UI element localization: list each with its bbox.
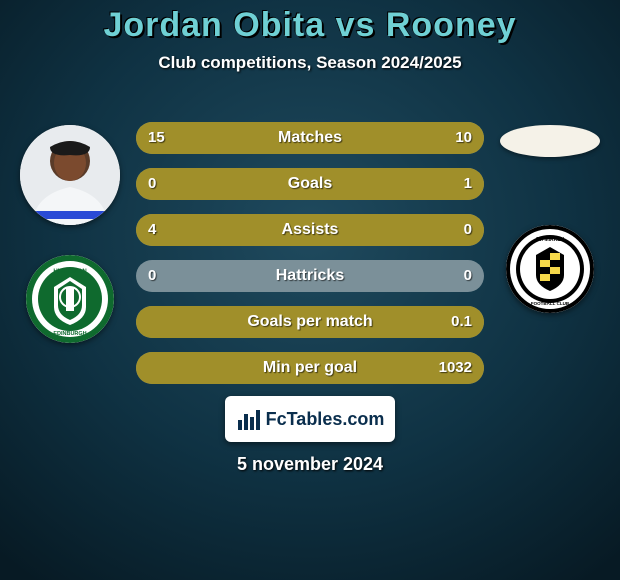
brand-text: FcTables.com: [266, 409, 385, 430]
stat-label: Matches: [278, 129, 342, 147]
stat-row: 1032 Min per goal: [136, 352, 484, 384]
stat-label: Min per goal: [263, 359, 357, 377]
fctables-logo[interactable]: FcTables.com: [225, 396, 395, 442]
date-text: 5 november 2024: [0, 454, 620, 475]
st-mirren-crest-icon: ST. MIRREN FOOTBALL CLUB: [506, 225, 594, 313]
stat-right-value: 10: [455, 122, 472, 154]
svg-text:EDINBURGH: EDINBURGH: [53, 331, 86, 337]
stat-left-value: 15: [148, 122, 165, 154]
stat-right-value: 1: [464, 168, 472, 200]
subtitle: Club competitions, Season 2024/2025: [0, 53, 620, 73]
stat-label: Hattricks: [276, 267, 344, 285]
svg-text:ST. MIRREN: ST. MIRREN: [536, 237, 565, 243]
stat-right-value: 0: [464, 260, 472, 292]
stat-label: Goals per match: [247, 313, 372, 331]
left-club-badge: HIBERNIAN EDINBURGH: [26, 255, 114, 343]
stat-label: Assists: [282, 221, 339, 239]
stat-right-value: 1032: [439, 352, 472, 384]
avatar-icon: [20, 125, 120, 225]
chart-icon: [236, 406, 262, 432]
hibernian-crest-icon: HIBERNIAN EDINBURGH: [26, 255, 114, 343]
right-club-badge: ST. MIRREN FOOTBALL CLUB: [506, 225, 594, 313]
stat-row: 0 1 Goals: [136, 168, 484, 200]
stat-left-value: 0: [148, 168, 156, 200]
stats-container: 15 10 Matches 0 1 Goals 4 0 Assists 0 0 Hattricks 0.…: [136, 122, 484, 384]
stat-row: 15 10 Matches: [136, 122, 484, 154]
left-player-avatar: [20, 125, 120, 225]
stat-right-value: 0.1: [451, 306, 472, 338]
page-title: Jordan Obita vs Rooney: [0, 6, 620, 45]
stat-left-value: 0: [148, 260, 156, 292]
stat-label: Goals: [288, 175, 332, 193]
right-player-placeholder: [500, 125, 600, 157]
svg-text:FOOTBALL CLUB: FOOTBALL CLUB: [531, 301, 570, 306]
stat-row: 0.1 Goals per match: [136, 306, 484, 338]
svg-text:HIBERNIAN: HIBERNIAN: [53, 269, 86, 275]
stat-row: 0 0 Hattricks: [136, 260, 484, 292]
stat-right-value: 0: [464, 214, 472, 246]
stat-left-value: 4: [148, 214, 156, 246]
stat-row: 4 0 Assists: [136, 214, 484, 246]
